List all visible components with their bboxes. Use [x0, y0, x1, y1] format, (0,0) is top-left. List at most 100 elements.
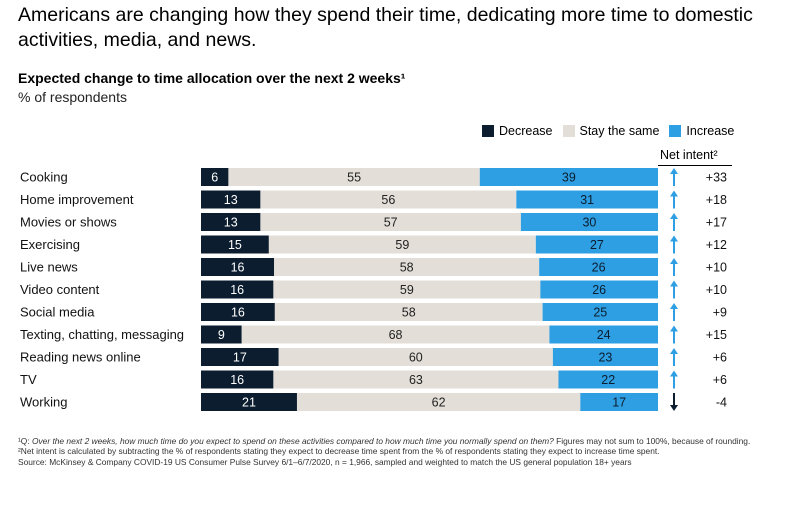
legend-label-decrease: Decrease	[499, 124, 553, 138]
bar-increase-reading-news-online	[552, 348, 658, 366]
bar-stay-working	[296, 393, 581, 411]
bar-increase-exercising	[535, 235, 658, 254]
bar-stay-live-news	[274, 258, 540, 276]
legend-label-increase: Increase	[686, 124, 735, 138]
data-label-increase-live-news: 26	[592, 261, 606, 275]
bar-decrease-cooking	[201, 168, 229, 186]
bar-increase-texting-chatting-messaging	[549, 325, 658, 344]
data-label-stay-tv: 63	[409, 373, 423, 387]
data-label-increase-reading-news-online: 23	[598, 351, 612, 365]
data-label-decrease-cooking: 6	[211, 171, 218, 185]
bar-decrease-working	[201, 393, 297, 411]
data-label-decrease-exercising: 15	[228, 238, 242, 252]
chart-unit: % of respondents	[18, 89, 127, 105]
bar-decrease-home-improvement	[201, 190, 261, 209]
data-label-stay-home-improvement: 56	[381, 193, 395, 207]
bar-increase-home-improvement	[516, 190, 658, 209]
bar-stay-cooking	[228, 168, 480, 186]
category-label-social-media: Social media	[20, 305, 95, 320]
arrow-up-icon	[670, 348, 678, 366]
net-intent-value-live-news: +10	[706, 261, 727, 275]
arrow-up-icon	[670, 325, 678, 344]
footnote-1-marker: ¹Q:	[18, 436, 32, 446]
data-label-decrease-working: 21	[242, 396, 256, 410]
bar-decrease-social-media	[201, 303, 275, 321]
arrow-up-icon	[670, 213, 678, 231]
data-label-decrease-live-news: 16	[231, 261, 245, 275]
net-intent-value-cooking: +33	[706, 171, 727, 185]
arrow-up-icon	[670, 235, 678, 254]
net-intent-value-reading-news-online: +6	[713, 351, 727, 365]
data-label-increase-social-media: 25	[593, 306, 607, 320]
data-label-decrease-movies-or-shows: 13	[224, 216, 238, 230]
data-label-stay-texting-chatting-messaging: 68	[389, 328, 403, 342]
data-label-stay-reading-news-online: 60	[409, 351, 423, 365]
bar-stay-video-content	[273, 280, 541, 299]
data-label-increase-home-improvement: 31	[580, 193, 594, 207]
data-label-increase-tv: 22	[601, 373, 615, 387]
data-label-decrease-texting-chatting-messaging: 9	[218, 328, 225, 342]
bar-decrease-movies-or-shows	[201, 213, 261, 231]
net-intent-value-exercising: +12	[706, 238, 727, 252]
chart-headline: Americans are changing how they spend th…	[18, 4, 753, 51]
category-label-live-news: Live news	[20, 260, 78, 275]
net-intent-rule	[658, 165, 732, 166]
data-label-decrease-tv: 16	[230, 373, 244, 387]
bar-stay-social-media	[274, 303, 543, 321]
data-label-stay-exercising: 59	[395, 238, 409, 252]
legend: Decrease Stay the same Increase	[482, 124, 734, 138]
category-label-video-content: Video content	[20, 282, 100, 297]
data-label-stay-movies-or-shows: 57	[384, 216, 398, 230]
footnote-2: ²Net intent is calculated by subtracting…	[18, 446, 660, 457]
data-label-increase-exercising: 27	[590, 238, 604, 252]
legend-swatch-stay	[562, 125, 575, 137]
bar-increase-live-news	[539, 258, 658, 276]
footnote-1-question: Over the next 2 weeks, how much time do …	[31, 436, 554, 446]
legend-item-decrease: Decrease	[482, 124, 553, 138]
data-label-decrease-reading-news-online: 17	[233, 351, 247, 365]
bar-stay-movies-or-shows	[260, 213, 521, 231]
arrow-up-icon	[670, 370, 678, 389]
data-label-decrease-video-content: 16	[230, 283, 244, 297]
bar-decrease-live-news	[201, 258, 275, 276]
arrow-down-icon	[670, 393, 678, 411]
footnotes: ¹Q: Over the next 2 weeks, how much time…	[18, 436, 783, 467]
category-label-movies-or-shows: Movies or shows	[20, 215, 117, 230]
bar-stay-home-improvement	[260, 190, 517, 209]
footnote-1-rest: Figures may not sum to 100%, because of …	[553, 436, 751, 446]
legend-label-stay: Stay the same	[579, 124, 660, 138]
net-intent-value-social-media: +9	[713, 306, 727, 320]
net-intent-value-working: -4	[716, 396, 727, 410]
legend-swatch-decrease	[482, 125, 494, 137]
category-label-reading-news-online: Reading news online	[20, 350, 141, 365]
arrow-up-icon	[670, 190, 678, 209]
bar-stay-exercising	[268, 235, 536, 254]
data-label-increase-texting-chatting-messaging: 24	[597, 328, 611, 342]
bar-increase-video-content	[540, 280, 658, 299]
category-label-working: Working	[20, 395, 67, 410]
bar-stay-texting-chatting-messaging	[241, 325, 550, 344]
data-label-decrease-home-improvement: 13	[224, 193, 238, 207]
bar-stay-reading-news-online	[278, 348, 553, 366]
data-label-stay-live-news: 58	[400, 261, 414, 275]
chart-subtitle: Expected change to time allocation over …	[18, 70, 406, 86]
data-label-stay-working: 62	[432, 396, 446, 410]
bar-decrease-video-content	[201, 280, 274, 299]
net-intent-value-movies-or-shows: +17	[706, 216, 727, 230]
data-label-stay-video-content: 59	[400, 283, 414, 297]
bar-increase-movies-or-shows	[520, 213, 658, 231]
arrow-up-icon	[670, 280, 678, 299]
data-label-increase-movies-or-shows: 30	[582, 216, 596, 230]
data-label-increase-cooking: 39	[562, 171, 576, 185]
bar-stay-tv	[273, 370, 559, 389]
data-label-increase-video-content: 26	[592, 283, 606, 297]
footnote-1: ¹Q: Over the next 2 weeks, how much time…	[18, 436, 783, 446]
net-intent-header: Net intent²	[660, 148, 718, 162]
bar-increase-tv	[558, 370, 658, 389]
bar-decrease-exercising	[201, 235, 269, 254]
bar-increase-social-media	[542, 303, 658, 321]
legend-item-stay: Stay the same	[562, 124, 660, 138]
net-intent-value-home-improvement: +18	[706, 193, 727, 207]
net-intent-value-video-content: +10	[706, 283, 727, 297]
